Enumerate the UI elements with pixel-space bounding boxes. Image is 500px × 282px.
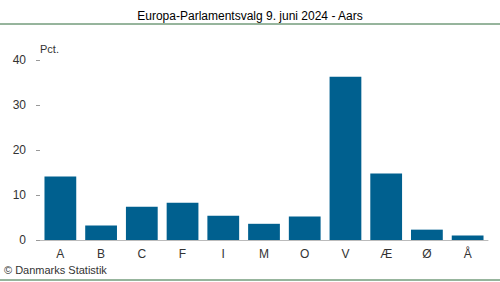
- svg-text:V: V: [341, 247, 349, 261]
- svg-text:Ø: Ø: [422, 247, 431, 261]
- svg-text:Europa-Parlamentsvalg 9. juni: Europa-Parlamentsvalg 9. juni 2024 - Aar…: [137, 9, 362, 23]
- svg-text:Å: Å: [464, 246, 472, 261]
- svg-text:10: 10: [13, 188, 27, 202]
- svg-text:C: C: [137, 247, 146, 261]
- svg-text:M: M: [259, 247, 269, 261]
- svg-text:20: 20: [13, 143, 27, 157]
- svg-text:F: F: [179, 247, 186, 261]
- svg-text:30: 30: [13, 98, 27, 112]
- svg-text:0: 0: [19, 233, 26, 247]
- svg-text:A: A: [56, 247, 64, 261]
- svg-text:Pct.: Pct.: [40, 43, 59, 55]
- svg-text:© Danmarks Statistik: © Danmarks Statistik: [4, 264, 107, 276]
- svg-text:I: I: [222, 247, 225, 261]
- svg-text:Æ: Æ: [380, 247, 392, 261]
- svg-text:40: 40: [13, 53, 27, 67]
- svg-text:O: O: [300, 247, 309, 261]
- svg-text:B: B: [97, 247, 105, 261]
